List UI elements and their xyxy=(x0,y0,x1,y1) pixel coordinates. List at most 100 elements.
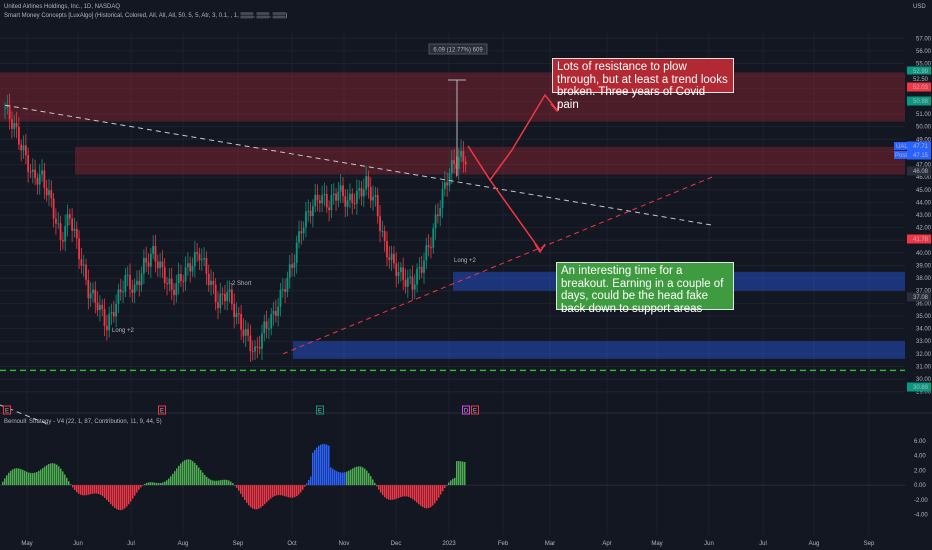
osc-bar xyxy=(268,485,270,501)
candle-body xyxy=(397,271,400,277)
candle-body xyxy=(402,267,405,280)
candle-body xyxy=(20,144,23,151)
osc-bar xyxy=(46,465,48,486)
osc-bar xyxy=(120,485,122,511)
osc-bar xyxy=(396,485,398,499)
breakout-note[interactable]: An interesting time for a breakout. Earn… xyxy=(556,262,734,315)
candle-body xyxy=(228,289,231,292)
candle-body xyxy=(390,253,393,260)
osc-bar xyxy=(312,452,314,486)
candle-body xyxy=(207,273,210,286)
price-tick: 30.00 xyxy=(916,377,932,383)
price-tick: 57.00 xyxy=(916,36,932,42)
price-badge-text: 41.78 xyxy=(913,237,929,243)
osc-bar xyxy=(168,478,170,486)
candle-body xyxy=(15,122,18,127)
candle-body xyxy=(305,211,307,228)
candle-body xyxy=(358,188,361,191)
osc-bar xyxy=(50,463,52,486)
candle-body xyxy=(258,347,261,349)
arrowhead-up xyxy=(550,100,561,113)
resistance-note[interactable]: Lots of resistance to plow through, but … xyxy=(552,58,734,111)
osc-bar xyxy=(8,472,10,486)
earnings-marker xyxy=(3,405,11,415)
osc-bar xyxy=(130,485,132,502)
price-badge-text: 52.99 xyxy=(913,69,929,75)
osc-bar xyxy=(202,472,204,486)
candle-body xyxy=(298,231,300,243)
osc-bar xyxy=(220,480,222,486)
candle-body xyxy=(277,306,280,316)
osc-bar xyxy=(144,483,146,486)
osc-bar xyxy=(354,467,356,486)
candle-body xyxy=(41,170,43,175)
candle-body xyxy=(78,238,80,260)
candle-body xyxy=(203,257,205,260)
price-badge xyxy=(907,141,931,151)
candle-body xyxy=(437,214,439,217)
price-tick: 55.00 xyxy=(916,62,932,68)
osc-bar xyxy=(322,444,324,486)
candle-body xyxy=(73,228,76,231)
osc-bar xyxy=(366,470,368,486)
osc-bar xyxy=(72,485,74,488)
osc-bar xyxy=(404,485,406,497)
osc-bar xyxy=(152,482,154,486)
resistance-top-zone xyxy=(0,72,905,97)
osc-bar xyxy=(74,485,76,491)
candle-body xyxy=(355,190,358,204)
candle-body xyxy=(443,182,446,189)
osc-bar xyxy=(14,468,16,486)
candle-body xyxy=(323,194,326,196)
candle-body xyxy=(335,193,337,201)
candle-body xyxy=(420,267,423,273)
osc-bar xyxy=(98,485,100,495)
price-badge-text: 47.71 xyxy=(913,144,929,150)
candle-body xyxy=(136,280,138,285)
price-badge xyxy=(907,66,931,76)
price-badge-text: 50.98 xyxy=(913,99,929,105)
candle-body xyxy=(381,230,384,232)
osc-bar xyxy=(462,461,464,486)
osc-bar xyxy=(82,485,84,496)
currency-label: USD xyxy=(913,4,926,10)
price-tick: 51.00 xyxy=(916,112,932,118)
candle-body xyxy=(131,289,134,293)
osc-bar xyxy=(282,485,284,496)
candle-body xyxy=(205,257,208,274)
osc-bar xyxy=(212,480,214,486)
osc-bar xyxy=(84,485,86,496)
candle-body xyxy=(337,191,340,201)
candle-body xyxy=(353,203,356,205)
osc-bar xyxy=(118,485,120,510)
osc-bar xyxy=(66,477,68,486)
candle-body xyxy=(89,293,92,299)
candle-body xyxy=(85,264,87,280)
candle-body xyxy=(186,263,189,268)
oscillator-legend[interactable]: Bernoulli Strategy - V4 (22, 1, 87, Cont… xyxy=(4,419,162,425)
candle-body xyxy=(330,195,333,211)
candle-body xyxy=(221,293,224,295)
candle-body xyxy=(117,289,120,304)
indicator-legend[interactable]: Smart Money Concepts [LuxAlgo] (Historic… xyxy=(4,13,288,19)
osc-bar xyxy=(260,485,262,508)
earnings-marker xyxy=(471,405,479,415)
candle-body xyxy=(314,194,317,207)
candle-body xyxy=(342,185,344,197)
price-badge xyxy=(907,234,931,244)
candle-body xyxy=(365,176,368,190)
earnings-marker-text: E xyxy=(473,409,477,415)
candle-body xyxy=(395,263,398,277)
candle-body xyxy=(101,304,104,309)
time-tick: Jul xyxy=(127,541,135,547)
osc-bar xyxy=(438,485,440,498)
osc-bar xyxy=(300,485,302,493)
candle-body xyxy=(254,346,256,352)
osc-bar xyxy=(126,485,128,507)
osc-bar xyxy=(188,459,190,486)
candle-body xyxy=(210,280,212,286)
osc-bar xyxy=(264,485,266,505)
osc-bar xyxy=(298,485,300,495)
osc-bar xyxy=(446,485,448,486)
